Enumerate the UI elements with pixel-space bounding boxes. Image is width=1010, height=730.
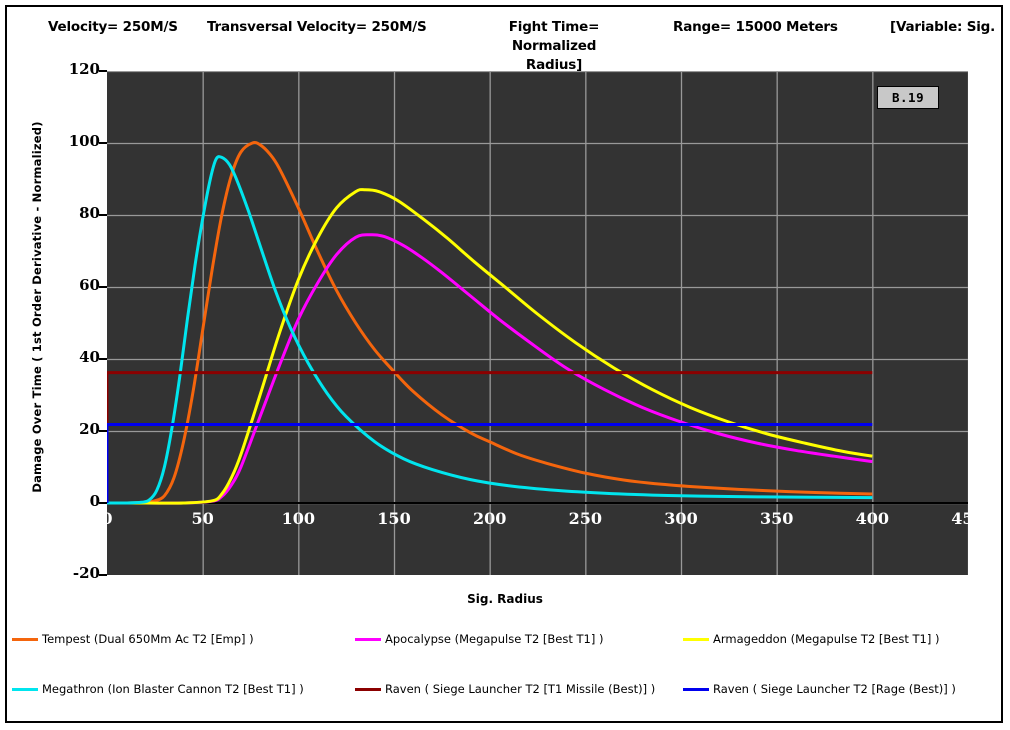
series-line-4 [107, 371, 873, 503]
y-axis-top-tick [99, 70, 107, 72]
series-line-0 [107, 141, 873, 505]
figure-badge: B.19 [877, 86, 940, 109]
y-tick-mark [99, 286, 107, 288]
y-tick-label: -20 [72, 564, 100, 582]
y-axis-title: Damage Over Time ( 1st Order Derivative … [30, 121, 44, 493]
legend-item[interactable]: Apocalypse (Megapulse T2 [Best T1] ) [355, 628, 604, 650]
legend-color-swatch [12, 637, 38, 641]
legend-item[interactable]: Megathron (Ion Blaster Cannon T2 [Best T… [12, 678, 304, 700]
y-tick-mark [99, 358, 107, 360]
y-tick-label: 100 [68, 132, 100, 150]
x-tick-label: 50 [191, 509, 214, 528]
legend-label: Tempest (Dual 650Mm Ac T2 [Emp] ) [42, 632, 254, 646]
plot-area: 0 50 100 150 200 250 300 350 400 450 [107, 71, 968, 575]
header-transversal-velocity: Transversal Velocity= 250M/S [207, 19, 427, 35]
legend-item[interactable]: Raven ( Siege Launcher T2 [Rage (Best)] … [683, 678, 956, 700]
y-tick-label: 0 [89, 492, 100, 510]
x-tick-label: 300 [664, 509, 698, 528]
x-tick-label: 0 [107, 509, 137, 528]
header-velocity: Velocity= 250M/S [48, 19, 178, 35]
legend-label: Armageddon (Megapulse T2 [Best T1] ) [713, 632, 940, 646]
y-tick-label: 60 [79, 276, 100, 294]
chart-legend: Tempest (Dual 650Mm Ac T2 [Emp] ) Apocaly… [0, 628, 1010, 718]
legend-item[interactable]: Tempest (Dual 650Mm Ac T2 [Emp] ) [12, 628, 254, 650]
y-tick-mark [99, 430, 107, 432]
y-tick-mark [99, 502, 107, 504]
x-tick-label: 350 [759, 509, 794, 528]
legend-label: Megathron (Ion Blaster Cannon T2 [Best T… [42, 682, 304, 696]
x-tick-label: 150 [377, 509, 411, 528]
y-tick-mark [99, 574, 107, 576]
x-tick-label: 400 [855, 509, 890, 528]
legend-label: Raven ( Siege Launcher T2 [T1 Missile (B… [385, 682, 656, 696]
legend-item[interactable]: Armageddon (Megapulse T2 [Best T1] ) [683, 628, 940, 650]
series-line-2 [107, 188, 873, 505]
y-tick-label: 120 [68, 60, 100, 78]
legend-row: Megathron (Ion Blaster Cannon T2 [Best T… [0, 678, 1010, 700]
legend-color-swatch [683, 637, 709, 641]
plot-svg [107, 71, 968, 575]
chart-header: Velocity= 250M/S Transversal Velocity= 2… [0, 18, 1010, 73]
y-tick-mark [99, 214, 107, 216]
x-tick-label: 200 [472, 509, 507, 528]
legend-color-swatch [355, 687, 381, 691]
y-tick-label: 40 [79, 348, 100, 366]
series-line-5 [107, 423, 873, 503]
x-tick-label: 100 [281, 509, 316, 528]
legend-color-swatch [683, 687, 709, 691]
legend-row: Tempest (Dual 650Mm Ac T2 [Emp] ) Apocaly… [0, 628, 1010, 650]
x-tick-label: 250 [568, 509, 603, 528]
y-tick-label: 20 [79, 420, 100, 438]
x-tick-label: 450 [951, 509, 968, 528]
legend-color-swatch [12, 687, 38, 691]
header-variable: [Variable: Sig. [890, 19, 996, 35]
header-range: Range= 15000 Meters [673, 19, 838, 35]
y-tick-label: 80 [79, 204, 100, 222]
legend-item[interactable]: Raven ( Siege Launcher T2 [T1 Missile (B… [355, 678, 655, 700]
legend-color-swatch [355, 637, 381, 641]
legend-label: Raven ( Siege Launcher T2 [Rage (Best)] … [713, 682, 956, 696]
y-tick-mark [99, 142, 107, 144]
header-fight-time: Fight Time= Normalized Radius] [508, 19, 600, 73]
series-line-3 [107, 155, 873, 505]
x-axis-title: Sig. Radius [467, 592, 543, 606]
legend-label: Apocalypse (Megapulse T2 [Best T1] ) [385, 632, 604, 646]
